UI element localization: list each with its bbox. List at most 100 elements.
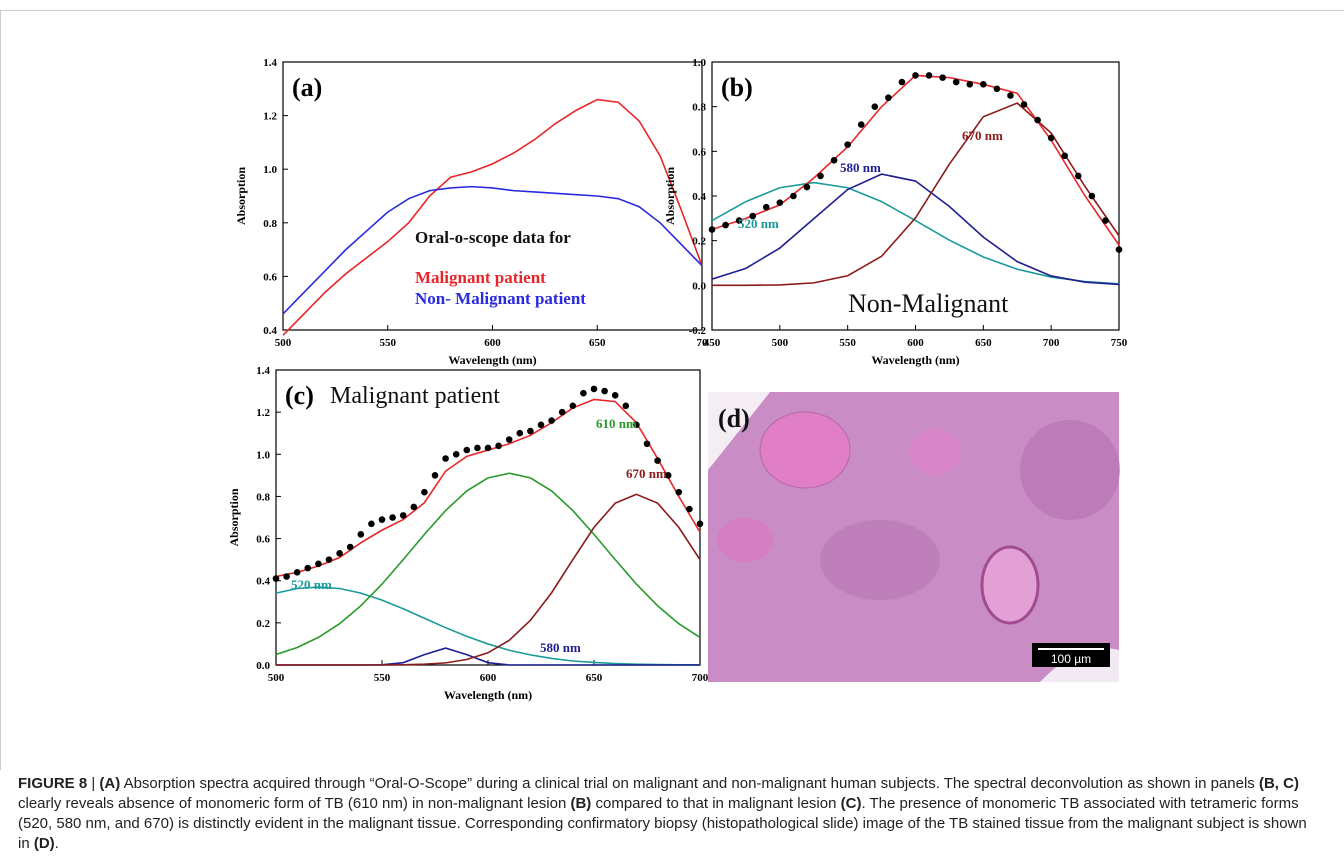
panel-label: (b) (721, 73, 753, 102)
data-point (857, 121, 865, 128)
y-tick-label: 0.0 (692, 280, 706, 292)
data-point (283, 573, 290, 580)
data-point (643, 440, 651, 448)
data-point (580, 389, 587, 397)
y-tick-label: 1.0 (256, 449, 270, 461)
tissue (1020, 420, 1120, 520)
data-point (844, 141, 851, 148)
x-tick-label: 500 (268, 672, 285, 684)
data-point (686, 505, 693, 513)
y-tick-label: 1.2 (263, 111, 277, 123)
y-tick-label: 1.4 (263, 57, 277, 69)
panel-label: (a) (292, 73, 322, 102)
chart-panel: 450 500 550 600 650 700 750 -0.2 0.0 0.2 0.4 0.6 0.8… (663, 57, 1128, 367)
series-line (711, 173, 1120, 286)
y-tick-label: 0.6 (256, 534, 270, 546)
x-tick-label: 600 (480, 672, 497, 684)
keratin-pearl (717, 518, 773, 562)
data-point (474, 444, 481, 452)
data-point (421, 488, 428, 496)
annotation: 520 nm (738, 216, 779, 231)
data-point (558, 408, 566, 416)
data-point (325, 556, 333, 563)
x-tick-label: 600 (907, 337, 924, 349)
slide-gap (708, 392, 770, 470)
series-line (275, 472, 701, 656)
figure: (d) 100 µm 500 550 600 650 70 0.4 0.6 0.8 1.0 1.2… (0, 10, 1344, 770)
y-tick-label: 1.2 (256, 407, 270, 419)
caption-run: FIGURE 8 (18, 775, 88, 792)
y-tick-label: 0.6 (692, 146, 706, 158)
data-point (830, 156, 838, 164)
data-point (452, 450, 460, 458)
caption-run: (D) (33, 835, 55, 852)
histology-image: (d) 100 µm (708, 392, 1120, 682)
data-point (590, 385, 598, 393)
x-axis-label: Wavelength (nm) (448, 353, 536, 367)
x-tick-label: 500 (772, 337, 789, 349)
caption-run: . The presence of monomeric TB associate… (18, 795, 1307, 852)
caption-run: clearly reveals absence of monomeric for… (18, 795, 571, 812)
data-point (966, 81, 974, 88)
data-point (1020, 101, 1028, 108)
y-tick-label: 1.0 (263, 164, 277, 176)
data-point (293, 568, 301, 576)
data-point (527, 427, 534, 435)
data-point (389, 514, 396, 521)
series-line (276, 647, 700, 666)
data-point (749, 212, 756, 220)
x-tick-label: 700 (1043, 337, 1060, 349)
x-tick-label: 500 (275, 337, 292, 349)
tissue (820, 520, 940, 600)
data-point (315, 560, 322, 568)
data-point (790, 192, 797, 200)
data-point (1102, 217, 1109, 224)
annotation: 580 nm (840, 160, 881, 175)
caption-run: (C) (840, 795, 862, 812)
data-point (925, 72, 933, 79)
plot-frame (275, 369, 701, 666)
chart-panel: 500 550 600 650 700 0.0 0.2 0.4 0.6 0.8 1.0 1.2 1.4 W… (227, 365, 709, 702)
data-point (664, 472, 672, 479)
data-point (304, 564, 312, 572)
data-point (1007, 92, 1014, 99)
series-line (711, 181, 1120, 285)
data-point (431, 472, 439, 479)
data-point (442, 455, 449, 462)
data-point (399, 512, 407, 519)
data-point (1115, 246, 1123, 253)
annotation: Malignant patient (415, 268, 546, 287)
data-point (1061, 152, 1069, 160)
annotation: Non-Malignant (848, 289, 1009, 318)
data-point (569, 402, 577, 410)
data-point (463, 446, 471, 454)
y-tick-label: 0.8 (263, 218, 277, 230)
data-point (336, 550, 343, 557)
annotation: 670 nm (962, 128, 1003, 143)
series-line (282, 98, 703, 336)
x-tick-label: 600 (484, 337, 501, 349)
data-point (1034, 116, 1041, 124)
data-point (272, 575, 280, 582)
y-axis-label: Absorption (663, 167, 677, 225)
caption-run: (B) (570, 795, 592, 812)
data-point (368, 520, 375, 528)
y-tick-label: 1.0 (692, 57, 706, 69)
caption-run: compared to that in malignant lesion (591, 795, 841, 812)
data-point (410, 503, 418, 511)
keratin-pearl (980, 545, 1040, 625)
annotation: 520 nm (291, 577, 332, 592)
data-point (817, 172, 824, 180)
series-line (275, 586, 700, 666)
data-point (762, 203, 770, 211)
annotation: 670 nm (626, 466, 667, 481)
x-tick-label: 550 (839, 337, 856, 349)
y-tick-label: 0.4 (692, 191, 706, 203)
data-point (696, 520, 704, 528)
data-point (611, 391, 619, 399)
data-point (722, 221, 729, 229)
data-point (735, 217, 743, 224)
x-tick-label: 700 (692, 672, 709, 684)
data-point (952, 78, 960, 86)
